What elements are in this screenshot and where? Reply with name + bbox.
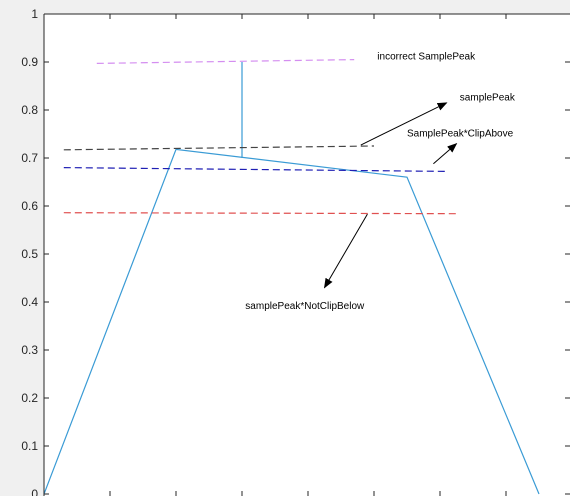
series-line-5 (63, 212, 460, 215)
y-tick-label: 0.2 (21, 391, 38, 405)
y-tick-label: 0.9 (21, 55, 38, 69)
series-line-0 (44, 148, 540, 495)
series-line-3 (63, 145, 375, 151)
y-tick-label: 0 (31, 487, 38, 496)
annotation-label-1: samplePeak (460, 92, 516, 103)
series-line-2 (96, 59, 355, 64)
y-tick-label: 0.4 (21, 295, 38, 309)
series-line-4 (63, 167, 447, 172)
y-tick-label: 0.3 (21, 343, 38, 357)
annotation-label-2: SamplePeak*ClipAbove (407, 128, 514, 139)
annotation-arrow-1 (433, 142, 458, 165)
plot-area (44, 14, 570, 496)
y-tick-label: 0.1 (21, 439, 38, 453)
y-tick-label: 0.7 (21, 151, 38, 165)
y-tick-label: 0.6 (21, 199, 38, 213)
annotation-arrow-2 (323, 213, 368, 289)
y-tick-label: 1 (31, 7, 38, 21)
annotation-label-0: incorrect SamplePeak (377, 52, 476, 63)
y-tick-label: 0.8 (21, 103, 38, 117)
annotation-arrow-0 (360, 102, 448, 146)
y-tick-label: 0.5 (21, 247, 38, 261)
annotation-label-3: samplePeak*NotClipBelow (245, 301, 365, 312)
